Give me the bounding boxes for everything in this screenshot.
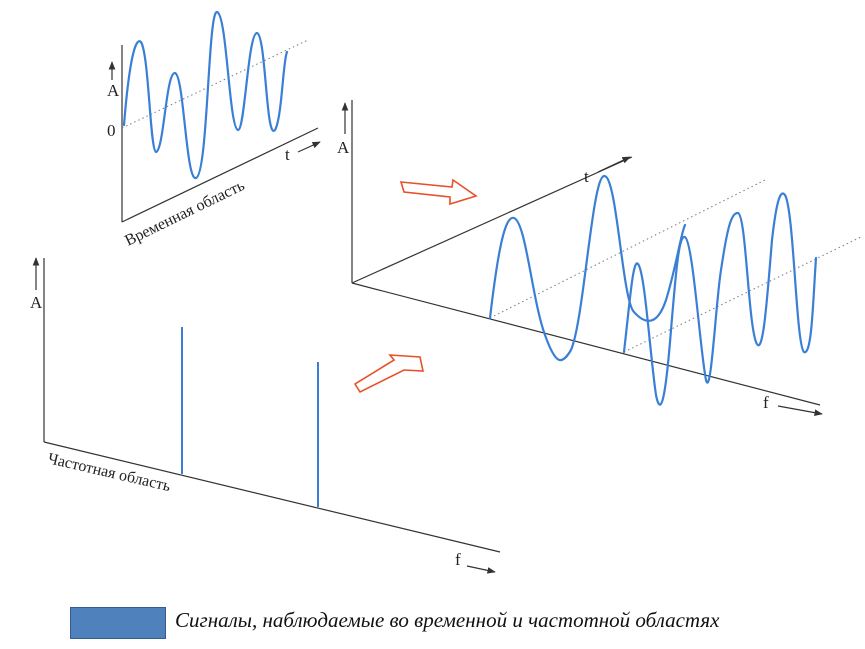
combined-frequency-label: f [763, 393, 769, 412]
caption-text: Сигналы, наблюдаемые во временной и част… [175, 608, 720, 632]
frequency-domain-panel: A f Частотная область [30, 257, 501, 574]
combined-time-axis [351, 156, 633, 284]
combined-frequency-arrow-icon [777, 405, 823, 416]
time-domain-time-label: t [285, 145, 290, 164]
combined-3d-panel: A t f [337, 100, 864, 416]
frequency-domain-frequency-axis [43, 441, 501, 553]
time-domain-zero-label: 0 [107, 121, 116, 140]
transform-arrow-time-icon [399, 178, 478, 206]
time-domain-amplitude-label: A [107, 81, 120, 100]
time-domain-panel: A 0 t Временная область [107, 10, 321, 250]
combined-frequency-axis [351, 282, 821, 406]
frequency-domain-frequency-label: f [455, 550, 461, 569]
combined-baseline-2 [623, 235, 864, 353]
combined-wave-high-frequency [622, 192, 818, 406]
caption-swatch [70, 607, 166, 639]
time-domain-time-arrow-icon [297, 141, 321, 153]
frequency-domain-amplitude-label: A [30, 293, 43, 312]
combined-time-arrow-icon [597, 156, 631, 173]
time-domain-signal-wave [122, 10, 289, 180]
combined-amplitude-label: A [337, 138, 350, 157]
time-domain-time-axis [121, 127, 319, 223]
combined-baseline-1 [489, 179, 766, 319]
transform-arrow-frequency-icon [353, 354, 425, 394]
combined-time-label: t [584, 167, 589, 186]
frequency-domain-frequency-arrow-icon [466, 565, 496, 574]
time-domain-zero-line [121, 39, 309, 129]
frequency-domain-region-label: Частотная область [46, 450, 172, 495]
combined-wave-low-frequency [488, 174, 687, 362]
